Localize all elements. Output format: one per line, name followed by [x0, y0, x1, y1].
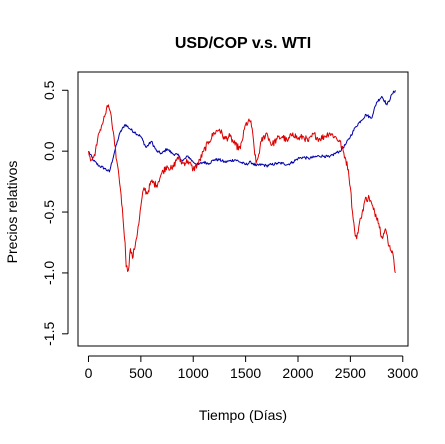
x-tick-label: 2000 — [282, 365, 313, 381]
chart-title: USD/COP v.s. WTI — [175, 35, 311, 52]
x-tick-label: 1500 — [230, 365, 261, 381]
x-axis: 0 500 1000 1500 2000 2500 3000 — [85, 355, 419, 381]
y-tick-label: 0.0 — [41, 141, 57, 161]
y-tick-label: 0.5 — [41, 80, 57, 100]
y-tick-label: -0.5 — [41, 200, 57, 224]
x-axis-label: Tiempo (Días) — [199, 407, 287, 423]
blue-series-line — [88, 90, 396, 173]
x-tick-label: 1000 — [178, 365, 209, 381]
y-axis-label: Precios relativos — [4, 161, 20, 264]
x-tick-label: 2500 — [335, 365, 366, 381]
x-tick-label: 500 — [129, 365, 153, 381]
x-tick-label: 0 — [85, 365, 93, 381]
x-tick-label: 3000 — [387, 365, 418, 381]
y-axis: -1.5 -1.0 -0.5 0.0 0.5 — [41, 80, 69, 346]
plot-frame — [77, 71, 409, 347]
series-layer — [88, 90, 396, 274]
y-tick-label: -1.0 — [41, 261, 57, 285]
red-series-line — [88, 104, 396, 274]
y-tick-label: -1.5 — [41, 322, 57, 346]
